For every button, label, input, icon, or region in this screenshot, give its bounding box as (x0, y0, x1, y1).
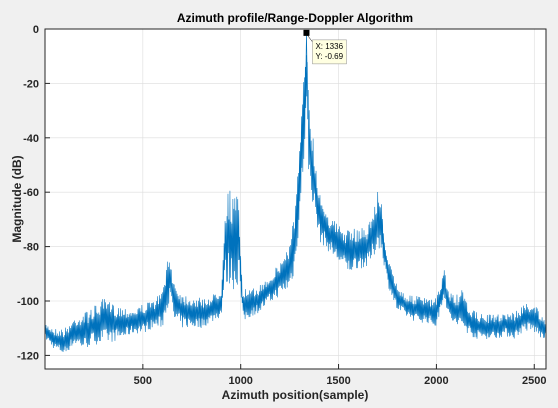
datatip-y-text: Y: -0.69 (315, 52, 343, 61)
ticks (45, 28, 535, 369)
datatip-x-text: X: 1336 (315, 42, 343, 51)
y-tick-label: 0 (33, 24, 39, 36)
x-tick-label: 1500 (326, 375, 350, 387)
y-tick-label: -80 (23, 242, 39, 254)
y-tick-label: -40 (23, 133, 39, 145)
x-tick-label: 2500 (522, 375, 546, 387)
tick-labels: 500 1000 1500 2000 2500 0 -20 -40 -60 -80 -100 -120 (17, 24, 547, 387)
datatip-marker[interactable] (303, 29, 310, 36)
y-tick-label: -20 (23, 78, 39, 90)
x-tick-label: 2000 (424, 375, 448, 387)
y-tick-label: -120 (17, 350, 39, 362)
y-tick-label: -100 (17, 296, 39, 308)
y-tick-label: -60 (23, 187, 39, 199)
x-axis-title: Azimuth position(sample) (222, 388, 369, 402)
y-axis-title: Magnitude (dB) (10, 155, 24, 242)
datatip[interactable]: X: 1336 Y: -0.69 (303, 29, 347, 65)
x-tick-label: 500 (134, 375, 152, 387)
datatip-box (312, 39, 347, 65)
chart-title: Azimuth profile/Range-Doppler Algorithm (177, 11, 413, 25)
x-tick-label: 1000 (228, 375, 252, 387)
axes-box (44, 28, 547, 370)
